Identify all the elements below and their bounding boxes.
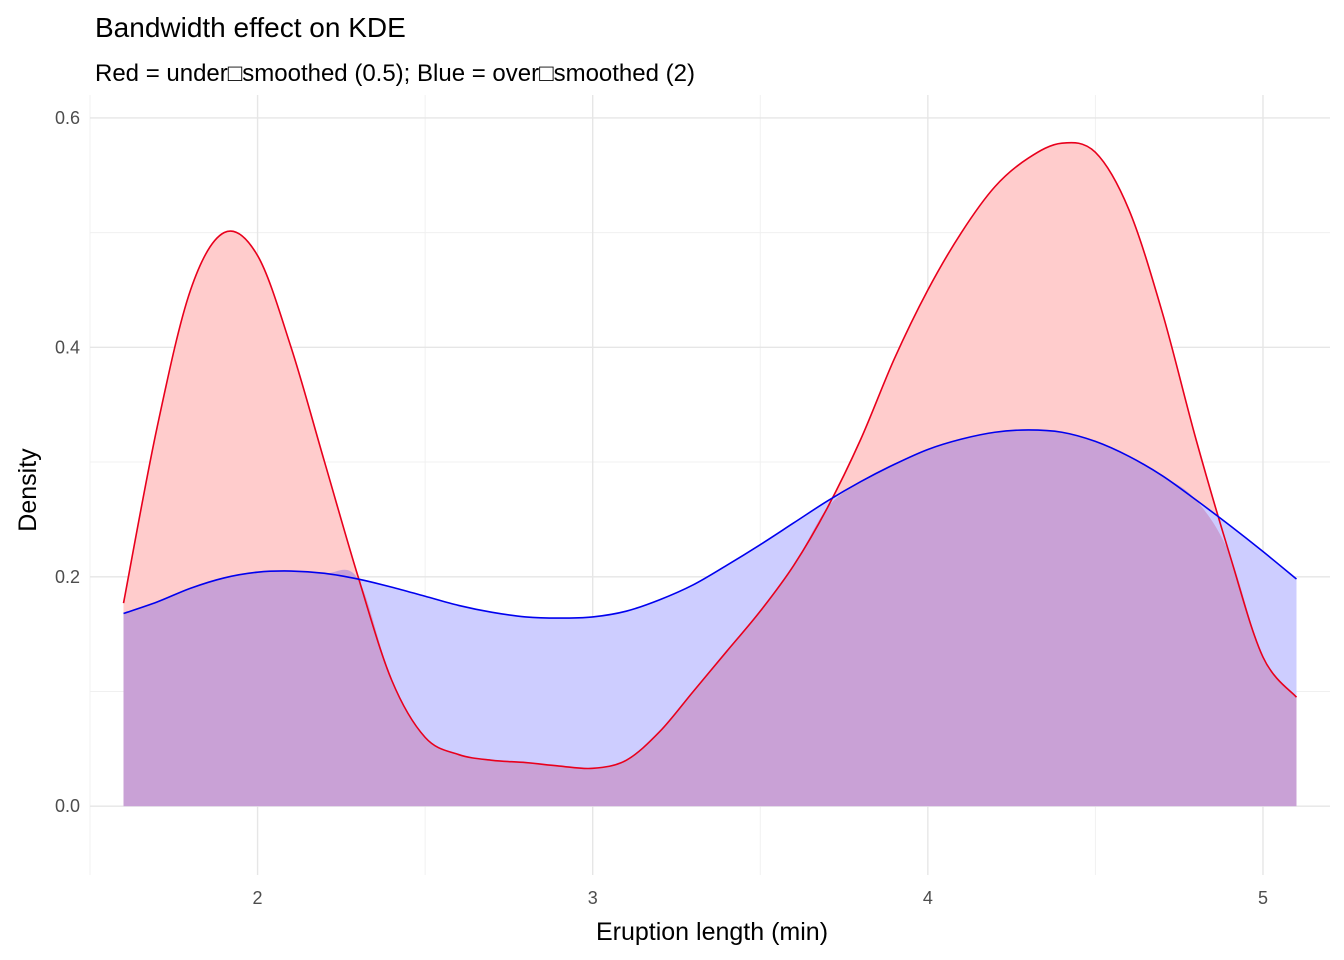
density-lines	[122, 141, 1298, 770]
density-fills	[123, 142, 1297, 807]
y-axis-ticks: 0.0 0.2 0.4 0.6	[55, 108, 80, 816]
x-tick-label: 3	[588, 888, 598, 908]
x-tick-label: 4	[923, 888, 933, 908]
density-line-2	[123, 429, 1297, 619]
x-tick-label: 2	[253, 888, 263, 908]
chart-subtitle: Red = under□smoothed (0.5); Blue = over□…	[95, 60, 695, 87]
y-tick-label: 0.6	[55, 108, 80, 128]
x-axis-title: Eruption length (min)	[596, 918, 828, 946]
y-tick-label: 0.4	[55, 337, 80, 357]
y-tick-label: 0.2	[55, 567, 80, 587]
y-axis-title: Density	[14, 448, 42, 532]
y-tick-label: 0.0	[55, 796, 80, 816]
density-overlap-area	[123, 429, 1297, 807]
density-line-1	[122, 141, 1298, 770]
chart-title: Bandwidth effect on KDE	[95, 12, 406, 43]
x-axis-ticks: 2 3 4 5	[253, 888, 1268, 908]
x-tick-label: 5	[1258, 888, 1268, 908]
